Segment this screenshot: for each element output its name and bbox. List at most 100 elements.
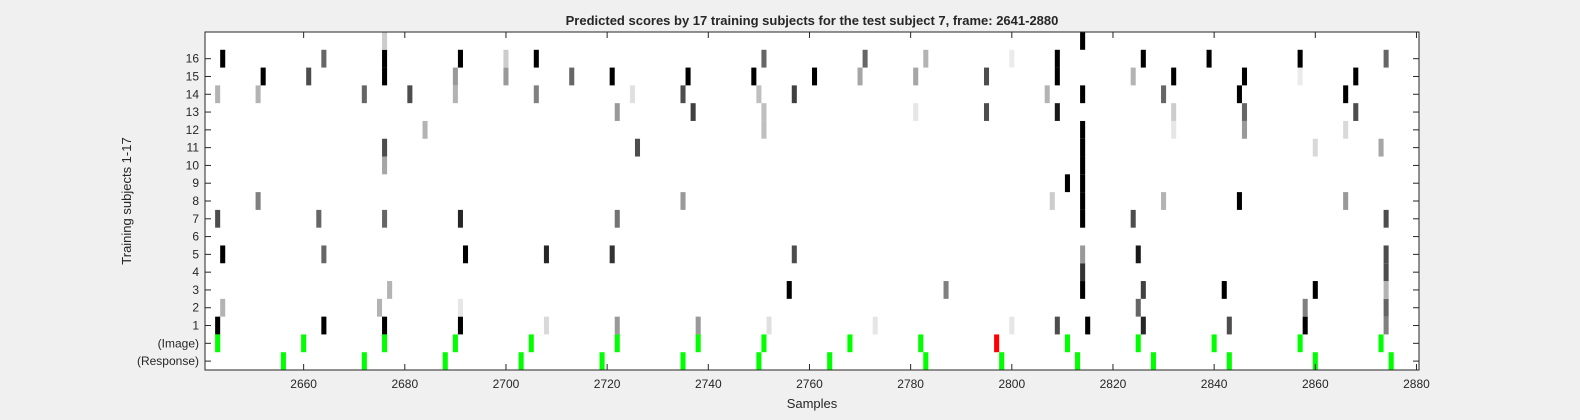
y-tick-label: 4 bbox=[192, 265, 199, 279]
y-tick-label: 2 bbox=[192, 301, 199, 315]
score-cell-subject-13 bbox=[1241, 103, 1248, 121]
score-cell-subject-11 bbox=[1312, 138, 1318, 157]
image-event bbox=[528, 334, 534, 353]
x-tick-label: 2840 bbox=[1201, 377, 1228, 391]
events-layer bbox=[215, 334, 1394, 370]
score-cell-subject-3 bbox=[786, 281, 792, 299]
score-cell-subject-14 bbox=[215, 85, 221, 104]
score-cell-subject-3 bbox=[1312, 281, 1318, 299]
score-cell-subject-15 bbox=[569, 67, 575, 86]
score-cell-subject-12 bbox=[1343, 120, 1349, 139]
score-cell-subject-1 bbox=[766, 316, 772, 335]
score-cell-subject-15 bbox=[306, 67, 312, 86]
response-event bbox=[1150, 352, 1156, 370]
score-cell-subject-13 bbox=[1171, 103, 1177, 121]
response-event bbox=[827, 352, 833, 370]
y-tick-label: 7 bbox=[192, 212, 199, 226]
x-tick-label: 2780 bbox=[897, 377, 924, 391]
image-event bbox=[695, 334, 701, 353]
y-tick-label: 13 bbox=[186, 105, 200, 119]
score-cell-subject-1 bbox=[1302, 316, 1308, 335]
score-cell-subject-12 bbox=[422, 120, 428, 139]
score-cell-subject-17 bbox=[1080, 32, 1086, 50]
response-event bbox=[442, 352, 448, 370]
score-cell-subject-15 bbox=[382, 67, 388, 86]
x-tick-label: 2800 bbox=[998, 377, 1025, 391]
score-cell-subject-15 bbox=[452, 67, 458, 86]
score-cell-subject-7 bbox=[1080, 209, 1086, 228]
score-cell-subject-1 bbox=[1383, 316, 1389, 335]
y-tick-label: 15 bbox=[186, 69, 200, 83]
score-cell-subject-14 bbox=[680, 85, 686, 104]
score-cell-subject-3 bbox=[943, 281, 949, 299]
score-cell-subject-13 bbox=[983, 103, 990, 121]
score-cell-subject-4 bbox=[1080, 263, 1086, 282]
x-tick-label: 2660 bbox=[290, 377, 317, 391]
score-cell-subject-8 bbox=[1049, 192, 1055, 210]
score-cell-subject-5 bbox=[543, 245, 549, 264]
x-tick-label: 2700 bbox=[493, 377, 520, 391]
score-cell-subject-16 bbox=[761, 49, 767, 68]
score-cell-subject-15 bbox=[685, 67, 691, 86]
score-cell-subject-14 bbox=[629, 85, 635, 104]
score-cell-subject-7 bbox=[316, 209, 322, 228]
score-cell-subject-16 bbox=[1054, 49, 1060, 68]
score-cell-subject-11 bbox=[1080, 138, 1086, 157]
score-cell-subject-10 bbox=[1080, 156, 1086, 175]
response-event bbox=[756, 352, 762, 370]
score-cell-subject-1 bbox=[1140, 316, 1146, 335]
y-tick-label: 16 bbox=[186, 52, 200, 66]
response-event bbox=[599, 352, 605, 370]
score-cell-subject-14 bbox=[255, 85, 261, 104]
y-axis-label: Training subjects 1-17 bbox=[119, 137, 134, 264]
score-cell-subject-13 bbox=[913, 103, 919, 121]
image-event bbox=[1135, 334, 1141, 353]
score-cell-subject-16 bbox=[220, 49, 226, 68]
y-tick-label: (Response) bbox=[137, 354, 199, 368]
score-cell-subject-13 bbox=[1054, 103, 1060, 121]
y-tick-label: 9 bbox=[192, 176, 199, 190]
score-cell-subject-11 bbox=[1378, 138, 1384, 157]
response-event bbox=[1075, 352, 1081, 370]
x-tick-label: 2860 bbox=[1302, 377, 1329, 391]
image-event bbox=[918, 334, 924, 353]
response-event bbox=[518, 352, 524, 370]
score-cell-subject-3 bbox=[1383, 281, 1389, 299]
score-cell-subject-12 bbox=[761, 120, 767, 139]
score-cell-subject-15 bbox=[857, 67, 863, 86]
score-cell-subject-15 bbox=[913, 67, 919, 86]
response-event bbox=[361, 352, 367, 370]
response-event bbox=[923, 352, 929, 370]
score-cell-subject-2 bbox=[1302, 298, 1308, 317]
score-cell-subject-1 bbox=[695, 316, 701, 335]
score-cell-subject-16 bbox=[862, 49, 868, 68]
y-tick-label: 8 bbox=[192, 194, 199, 208]
score-cell-subject-11 bbox=[382, 138, 388, 157]
score-cell-subject-14 bbox=[1343, 85, 1349, 104]
score-cell-subject-1 bbox=[543, 316, 549, 335]
score-cell-subject-15 bbox=[503, 67, 509, 86]
score-cell-subject-16 bbox=[533, 49, 539, 68]
score-cell-subject-14 bbox=[791, 85, 797, 104]
image-event-highlight bbox=[994, 334, 1000, 353]
score-cell-subject-11 bbox=[634, 138, 641, 157]
y-tick-label: 10 bbox=[186, 158, 200, 172]
score-cell-subject-14 bbox=[1044, 85, 1050, 104]
score-cell-subject-3 bbox=[1221, 281, 1227, 299]
response-event bbox=[280, 352, 286, 370]
score-cell-subject-3 bbox=[1140, 281, 1146, 299]
score-cell-subject-8 bbox=[1080, 192, 1086, 210]
image-event bbox=[847, 334, 853, 353]
response-event bbox=[1312, 352, 1318, 370]
score-cell-subject-7 bbox=[614, 209, 620, 228]
score-cell-subject-13 bbox=[690, 103, 696, 121]
score-cell-subject-14 bbox=[361, 85, 367, 104]
score-cell-subject-1 bbox=[1054, 316, 1060, 335]
x-tick-label: 2680 bbox=[391, 377, 418, 391]
score-cell-subject-12 bbox=[1080, 120, 1086, 139]
score-cell-subject-7 bbox=[1130, 209, 1136, 228]
score-cell-subject-13 bbox=[761, 103, 767, 121]
y-tick-label: 6 bbox=[192, 230, 199, 244]
image-event bbox=[452, 334, 458, 353]
y-tick-label: 11 bbox=[187, 141, 200, 155]
